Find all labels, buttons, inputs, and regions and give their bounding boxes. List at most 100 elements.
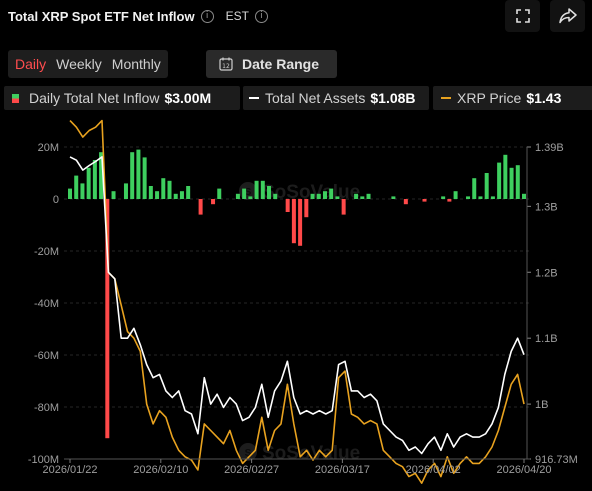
inflow-bar-negative [211,199,216,205]
legend-value-assets: $1.08B [370,90,416,106]
inflow-bar-positive [167,180,172,199]
inflow-bar-positive [466,196,471,199]
inflow-bar-positive [322,191,327,199]
inflow-bar-positive [179,191,184,199]
inflow-bar-positive [80,183,85,199]
right-axis-tick: 1.1B [535,333,558,345]
inflow-bar-positive [497,162,502,199]
inflow-bar-positive [503,154,508,199]
inflow-bar-positive [235,193,240,199]
inflow-bar-positive [522,193,526,199]
right-axis-tick: 1.3B [535,201,558,213]
right-axis-tick: 1B [535,399,548,411]
inflow-bar-positive [329,188,334,199]
tab-monthly[interactable]: Monthly [111,56,161,72]
inflow-bar-positive [130,152,135,199]
calendar-icon: 12 [219,57,233,71]
title-row: Total XRP Spot ETF Net Inflow i EST i [8,6,268,26]
inflow-bars [68,149,526,439]
inflow-bar-positive [148,186,153,199]
inflow-bar-negative [447,199,452,202]
legend-xrp-price[interactable]: XRP Price $1.43 [433,86,592,110]
legend-net-assets[interactable]: Total Net Assets $1.08B [243,86,429,110]
left-axis-tick: -20M [34,246,59,258]
watermark-text-bottom: SoSoValue [262,443,360,464]
date-range-button[interactable]: 12 Date Range [206,50,337,78]
inflow-bar-negative [105,199,110,439]
inflow-bar-positive [484,173,489,199]
inflow-bar-positive [391,196,396,199]
x-axis-tick: 2026/01/22 [42,464,97,476]
inflow-bar-positive [366,193,371,199]
svg-text:S: S [245,187,252,198]
inflow-bar-positive [254,180,259,199]
svg-text:S: S [245,448,252,459]
info-circle-icon[interactable]: i [254,9,268,23]
info-circle-icon[interactable]: i [200,9,214,23]
watermark-logo-icon: S [239,182,257,200]
fullscreen-icon [515,9,530,23]
legend-net-inflow[interactable]: Daily Total Net Inflow $3.00M [4,86,240,110]
inflow-bar-positive [186,186,191,199]
timezone-label: EST [225,9,249,23]
x-axis-tick: 2026/04/20 [496,464,551,476]
fullscreen-button[interactable] [505,0,540,32]
left-axis-tick: -60M [34,350,59,362]
inflow-bar-positive [74,175,79,199]
right-axis-tick: 1.2B [535,267,558,279]
inflow-bar-positive [92,160,97,199]
inflow-bar-positive [441,196,446,199]
legend-swatch-assets [249,97,259,99]
right-axis: 1.39B 1.3B 1.2B 1.1B 1B 916.73M [526,142,578,466]
legend-swatch-price [441,97,451,99]
inflow-bar-positive [217,188,222,199]
inflow-bar-negative [298,199,303,246]
period-tabs: Daily Weekly Monthly [8,50,168,78]
inflow-bar-positive [260,180,265,199]
inflow-bar-positive [155,191,160,199]
inflow-bar-negative [341,199,346,215]
inflow-bar-positive [310,193,315,199]
x-axis-tick: 2026/02/27 [224,464,279,476]
inflow-bar-positive [478,196,483,199]
right-axis-tick: 916.73M [535,454,578,466]
x-axis-tick: 2026/04/02 [406,464,461,476]
inflow-bar-negative [291,199,296,244]
inflow-bar-positive [453,191,458,199]
share-button[interactable] [550,0,585,32]
inflow-bar-positive [86,167,91,199]
inflow-bar-negative [403,199,408,205]
inflow-bar-positive [509,167,514,199]
inflow-bar-positive [354,193,359,199]
left-axis-tick: -40M [34,298,59,310]
left-axis: 20M 0 -20M -40M -60M -80M -100M [28,142,59,466]
right-axis-tick: 1.39B [535,142,564,154]
inflow-bar-positive [99,152,104,199]
tab-daily[interactable]: Daily [15,56,47,72]
inflow-bar-positive [242,188,247,199]
inflow-bar-positive [161,178,166,199]
inflow-bar-negative [285,199,290,212]
tab-weekly[interactable]: Weekly [56,56,102,72]
series-lines [69,119,525,484]
inflow-bar-positive [472,178,477,199]
inflow-bar-negative [304,199,309,218]
inflow-bar-negative [198,199,203,215]
calendar-icon-text: 12 [222,63,230,70]
inflow-bar-positive [111,191,116,199]
inflow-bar-negative [422,199,427,202]
inflow-bar-positive [335,196,340,199]
inflow-bar-positive [490,196,495,199]
inflow-bar-positive [123,183,128,199]
left-axis-tick: -80M [34,402,59,414]
inflow-bar-positive [142,157,147,199]
total-net-assets-line [69,156,525,455]
inflow-bar-positive [173,193,178,199]
x-axis-tick: 2026/02/10 [133,464,188,476]
left-axis-tick: 0 [53,194,59,206]
x-axis: 2026/01/22 2026/02/10 2026/02/27 2026/03/17… [42,458,552,476]
legend-value-price: $1.43 [526,90,562,106]
legend-label-inflow: Daily Total Net Inflow [29,90,160,106]
x-axis-tick: 2026/03/17 [315,464,370,476]
